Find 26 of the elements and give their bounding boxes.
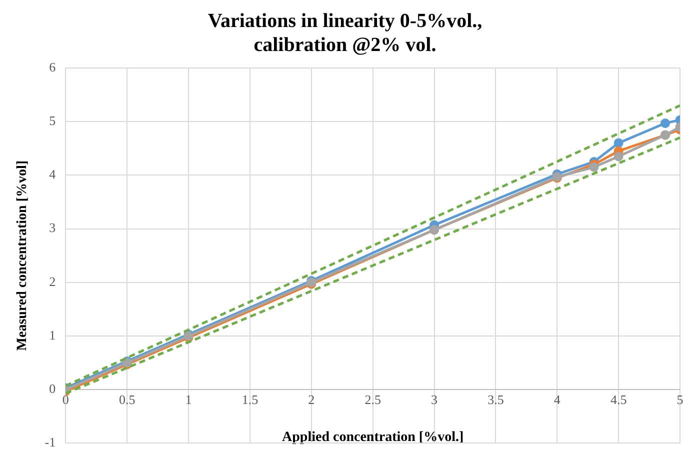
- x-tick-label: 3: [431, 392, 438, 407]
- y-tick-label: 5: [49, 113, 56, 128]
- x-tick-label: 4: [554, 392, 561, 407]
- point: [589, 162, 599, 172]
- x-tick-label: 4.5: [610, 392, 627, 407]
- y-axis-title: Measured concentration [%vol]: [15, 160, 30, 351]
- point: [660, 118, 670, 128]
- x-axis-title: Applied concentration [%vol.]: [282, 430, 464, 446]
- x-tick-label: 5: [676, 392, 684, 407]
- x-tick-label: 0.5: [118, 392, 136, 407]
- x-tick-label: 2: [308, 392, 315, 407]
- y-tick-label: 2: [49, 274, 56, 289]
- y-tick-label: 6: [49, 59, 56, 74]
- x-tick-label: 1.5: [242, 392, 258, 407]
- point: [614, 152, 624, 162]
- x-tick-label: 2.5: [364, 392, 381, 407]
- x-tick-label: 0: [62, 392, 69, 407]
- x-tick-label: 3.5: [488, 392, 504, 407]
- y-tick-label: 1: [49, 327, 56, 342]
- y-tick-label: 4: [49, 166, 56, 182]
- x-tick-label: 1: [185, 392, 192, 407]
- chart-title: Variations in linearity 0-5%vol., calibration @2% vol.: [208, 10, 482, 56]
- y-tick-label: -1: [44, 434, 56, 450]
- y-tick-label: 3: [49, 220, 56, 236]
- point: [614, 138, 624, 148]
- y-tick-label: 0: [49, 381, 56, 396]
